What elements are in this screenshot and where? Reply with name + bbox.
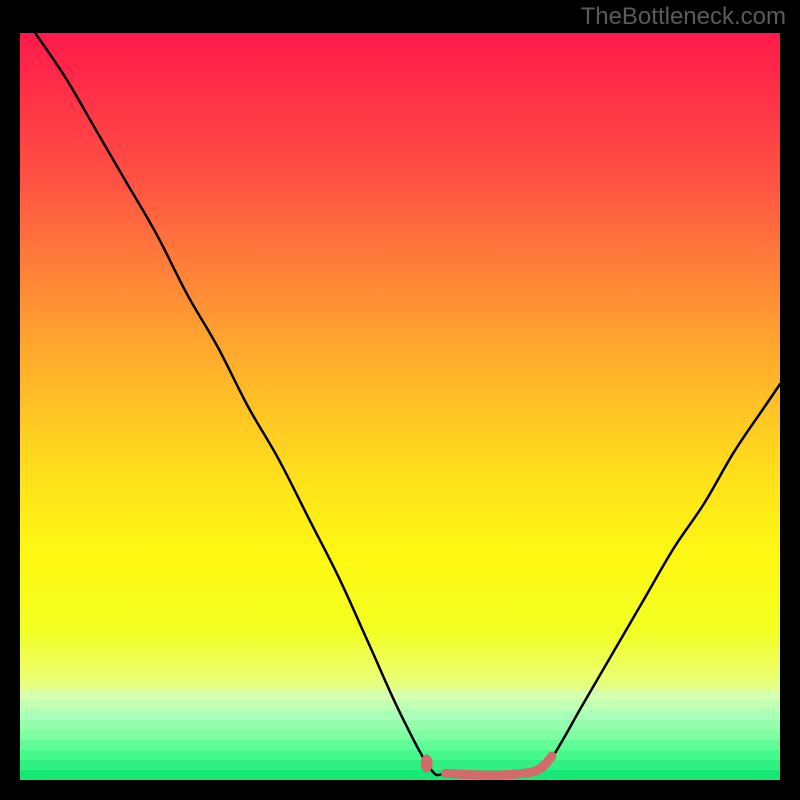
- green-stripe: [20, 720, 780, 730]
- green-stripe: [20, 740, 780, 750]
- highlight-dot: [421, 755, 433, 773]
- green-stripe: [20, 690, 780, 700]
- green-stripe: [20, 760, 780, 770]
- green-stripe: [20, 750, 780, 760]
- green-stripe: [20, 700, 780, 710]
- chart-frame: TheBottleneck.com: [0, 0, 800, 800]
- green-stripe: [20, 770, 780, 780]
- chart-svg: [20, 33, 780, 780]
- green-stripe: [20, 730, 780, 740]
- bottleneck-chart: [20, 33, 780, 780]
- watermark-text: TheBottleneck.com: [581, 3, 786, 31]
- chart-background: [20, 33, 780, 780]
